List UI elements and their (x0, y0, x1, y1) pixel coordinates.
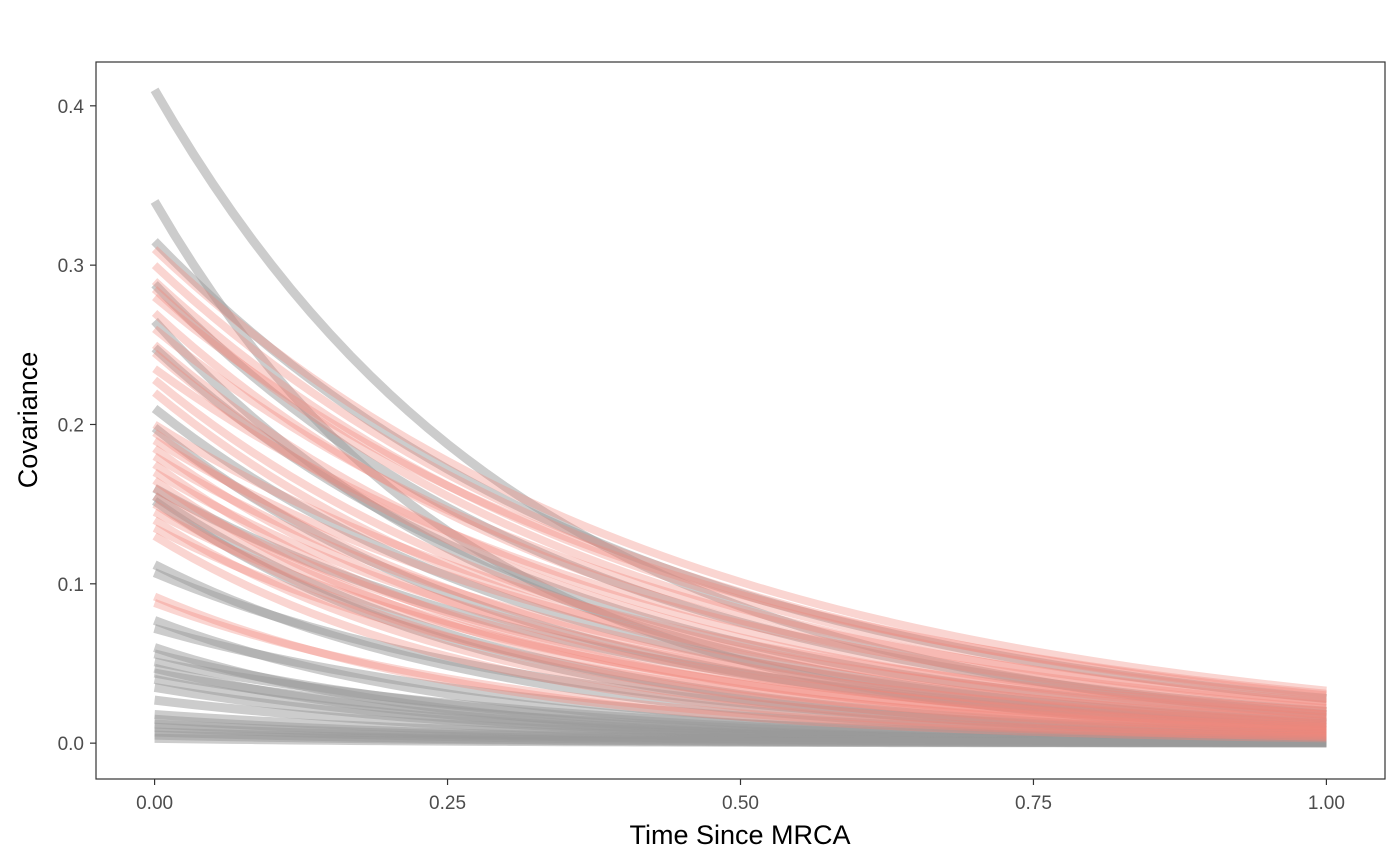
red-curve-6 (151, 309, 1327, 713)
x-tick-label: 1.00 (1308, 793, 1345, 814)
y-axis: 0.0 0.1 0.2 0.3 0.4 (58, 97, 96, 755)
red-curve-15 (152, 436, 1327, 719)
red-curve-18 (152, 461, 1327, 735)
red-curve-19 (152, 468, 1327, 727)
red-curve-12 (152, 389, 1327, 725)
grey-curve-13 (152, 568, 1327, 739)
red-curve-4 (151, 286, 1327, 708)
red-curve-13 (152, 421, 1327, 716)
curve-layer (150, 87, 1327, 748)
grey-curve-3 (151, 238, 1327, 704)
x-axis: 0.00 0.25 0.50 0.75 1.00 (136, 779, 1345, 814)
red-curve-9 (151, 349, 1327, 719)
y-tick-label: 0.4 (58, 97, 85, 118)
red-curve-25 (152, 516, 1327, 740)
x-tick-label: 0.75 (1015, 793, 1052, 814)
y-axis-title: Covariance (13, 352, 43, 489)
x-tick-label: 0.25 (429, 793, 466, 814)
red-curve-11 (152, 376, 1327, 722)
x-tick-label: 0.50 (722, 793, 759, 814)
x-axis-title: Time Since MRCA (629, 820, 850, 850)
red-curve-20 (152, 476, 1327, 736)
red-curve-10 (152, 365, 1327, 709)
red-curve-22 (152, 492, 1327, 733)
y-tick-label: 0.1 (58, 575, 84, 596)
y-tick-label: 0.2 (58, 415, 84, 436)
red-curve-17 (152, 452, 1327, 724)
grey-curve-30 (154, 733, 1327, 748)
red-curve-2 (151, 262, 1327, 700)
red-curve-8 (152, 341, 1327, 716)
red-curve-1 (151, 246, 1327, 695)
red-curve-28 (153, 592, 1327, 743)
y-tick-label: 0.0 (58, 734, 84, 755)
y-tick-label: 0.3 (58, 256, 84, 277)
red-curve-27 (152, 532, 1327, 741)
red-curve-3 (151, 278, 1327, 703)
red-curve-5 (152, 293, 1327, 698)
red-curve-14 (152, 429, 1327, 729)
x-tick-label: 0.00 (136, 793, 173, 814)
red-curve-21 (152, 484, 1327, 730)
red-curve-7 (152, 325, 1327, 706)
red-curve-23 (152, 500, 1327, 738)
grey-curve-9 (152, 484, 1327, 729)
grey-curve-6 (151, 344, 1327, 723)
red-curve-16 (152, 445, 1327, 732)
red-curve-29 (153, 599, 1327, 741)
grey-curve-4 (151, 281, 1327, 716)
red-curve-26 (152, 524, 1327, 735)
red-curve-24 (152, 508, 1327, 732)
